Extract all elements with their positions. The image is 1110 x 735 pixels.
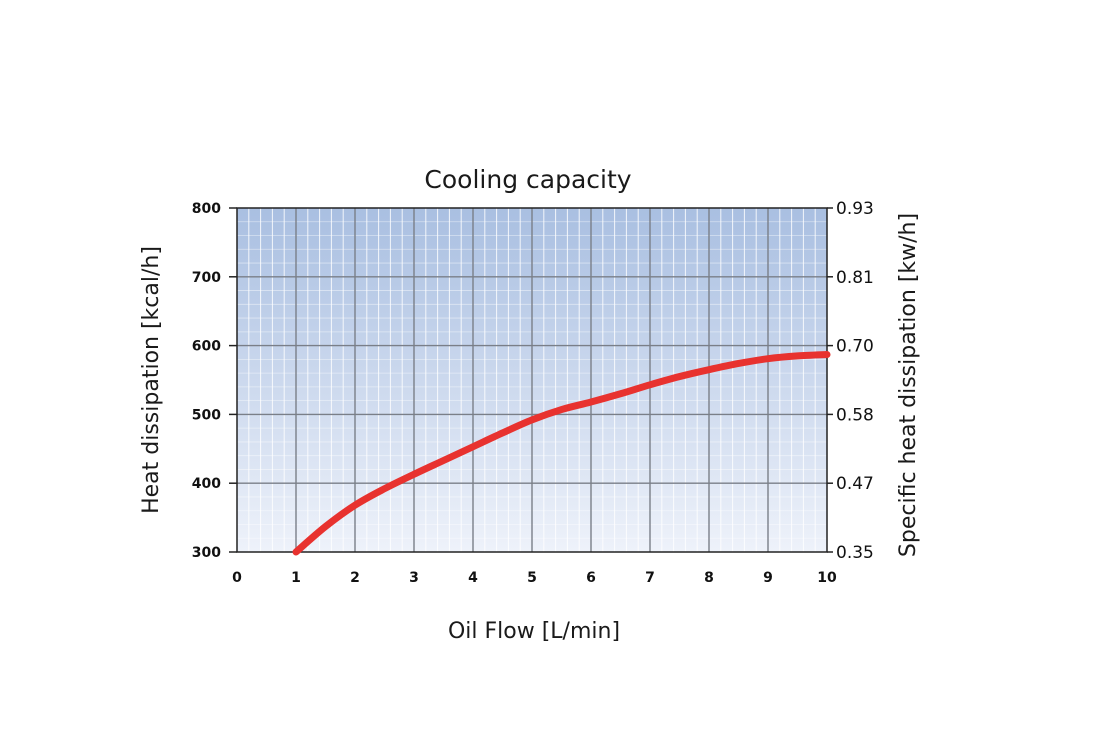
y-tick-label: 300: [192, 545, 221, 561]
major-gridlines: [229, 207, 833, 553]
x-axis-title: Oil Flow [L/min]: [448, 619, 620, 644]
x-tick-label: 1: [291, 570, 301, 586]
series-line: [292, 351, 831, 556]
y-tick-label: 700: [192, 270, 221, 286]
x-tick-labels: 0 1 2 3 4 5 6 7 8 9 10: [232, 570, 837, 586]
y-tick-label: 400: [192, 476, 221, 492]
x-tick-label: 0: [232, 570, 242, 586]
x-tick-label: 2: [350, 570, 360, 586]
x-tick-label: 7: [645, 570, 655, 586]
y-tick-label: 800: [192, 201, 221, 217]
x-tick-label: 8: [704, 570, 714, 586]
y-right-tick-labels: 0.35 0.47 0.58 0.70 0.81 0.93: [836, 199, 874, 563]
y-right-tick-label: 0.70: [836, 337, 874, 357]
x-tick-label: 6: [586, 570, 596, 586]
chart-title: Cooling capacity: [424, 165, 631, 194]
y-axis-title: Heat dissipation [kcal/h]: [139, 246, 164, 514]
x-tick-label: 9: [763, 570, 773, 586]
y-right-tick-label: 0.93: [836, 199, 874, 219]
minor-gridlines: [237, 208, 827, 552]
y-right-tick-label: 0.35: [836, 543, 874, 563]
x-tick-label: 3: [409, 570, 419, 586]
y-right-tick-label: 0.47: [836, 474, 874, 494]
y-right-axis-title: Specific heat dissipation [kw/h]: [896, 213, 921, 557]
series-layer: [292, 351, 831, 556]
y-tick-labels: 300 400 500 600 700 800: [192, 201, 221, 561]
y-right-tick-label: 0.58: [836, 405, 874, 425]
y-right-tick-label: 0.81: [836, 268, 874, 288]
y-tick-label: 500: [192, 407, 221, 423]
plot-frame: [236, 207, 828, 553]
y-tick-label: 600: [192, 339, 221, 355]
x-tick-label: 5: [527, 570, 537, 586]
x-tick-label: 4: [468, 570, 478, 586]
x-tick-label: 10: [817, 570, 837, 586]
